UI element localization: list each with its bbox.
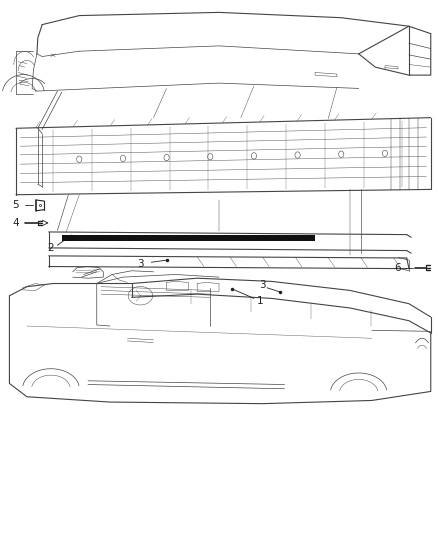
- Text: 4: 4: [13, 218, 19, 228]
- Text: 5: 5: [13, 200, 19, 211]
- Text: 2: 2: [48, 243, 54, 253]
- Text: 6: 6: [395, 263, 401, 272]
- Text: 3: 3: [137, 259, 144, 269]
- Bar: [62, 235, 315, 241]
- Text: 1: 1: [257, 296, 264, 306]
- Text: 3: 3: [259, 280, 266, 290]
